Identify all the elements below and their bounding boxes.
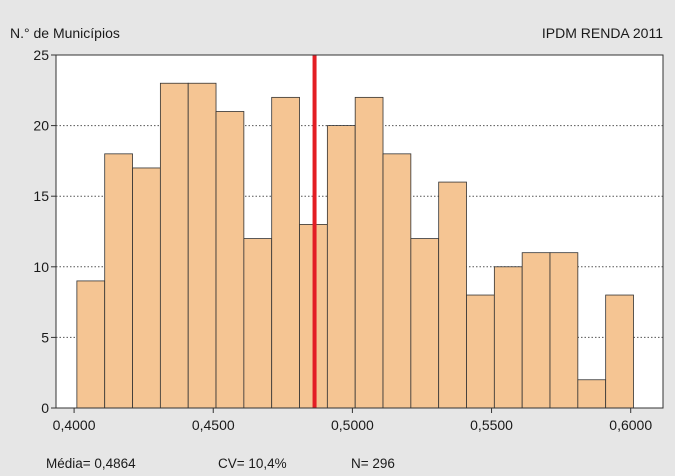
histogram-bar [521, 252, 551, 409]
histogram-bar [605, 294, 634, 409]
x-tick-label: 0,5500 [470, 417, 513, 433]
y-tick-label: 15 [33, 188, 49, 204]
chart-title: IPDM RENDA 2011 [542, 25, 663, 41]
x-tick-label: 0,4500 [192, 417, 235, 433]
y-tick-label: 10 [33, 259, 49, 275]
x-tick-label: 0,6000 [609, 417, 652, 433]
x-tick-label: 0,4000 [53, 417, 96, 433]
y-tick-label: 25 [33, 47, 49, 63]
histogram-bar [382, 153, 412, 409]
x-tick-label: 0,5000 [331, 417, 374, 433]
histogram-bar [76, 280, 106, 409]
histogram-bar [438, 181, 467, 409]
histogram-bar [243, 238, 273, 409]
histogram-bar [132, 167, 161, 409]
histogram-bar [187, 82, 217, 409]
plot-frame [55, 54, 664, 409]
y-axis-label: N.° de Municípios [10, 25, 120, 41]
stat-n: N= 296 [351, 456, 395, 471]
y-tick-label: 0 [41, 400, 49, 416]
histogram-bar [271, 96, 300, 409]
histogram-bar [466, 294, 495, 409]
stat-cv: CV= 10,4% [218, 456, 287, 471]
histogram-bar [104, 153, 133, 409]
histogram-bar [354, 96, 384, 409]
y-tick-label: 5 [41, 329, 49, 345]
stat-mean: Média= 0,4864 [46, 456, 136, 471]
histogram-bar [326, 125, 356, 409]
histogram-bar [215, 111, 245, 409]
histogram-bar [577, 379, 607, 409]
histogram-bar [549, 252, 579, 409]
histogram-bar [493, 266, 523, 409]
histogram-bar [159, 82, 189, 409]
y-tick-label: 20 [33, 118, 49, 134]
histogram-bar [410, 238, 440, 409]
